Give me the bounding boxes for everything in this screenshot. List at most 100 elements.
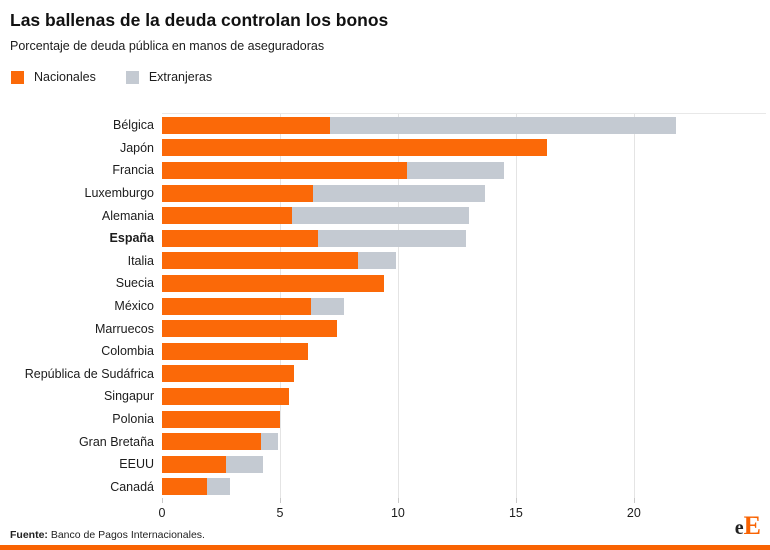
bar-segment-nacionales	[162, 410, 280, 428]
logo-letter-e: e	[734, 517, 744, 539]
bar-track	[162, 387, 766, 405]
bar-row: Francia	[0, 159, 770, 182]
bar-track	[162, 274, 766, 292]
category-label: Singapur	[103, 389, 154, 404]
bar-segment-nacionales	[162, 252, 358, 270]
bar-segment-nacionales	[162, 116, 330, 134]
bar-segment-nacionales	[162, 297, 311, 315]
legend-label-extranjeras: Extranjeras	[148, 70, 213, 84]
source-text: Banco de Pagos Internacionales.	[47, 529, 205, 541]
category-label: Marruecos	[94, 321, 154, 336]
bar-segment-extranjeras	[329, 116, 677, 134]
bar-row: Gran Bretaña	[0, 430, 770, 453]
bar-row: Canadá	[0, 476, 770, 499]
bar-row: Alemania	[0, 204, 770, 227]
bar-track	[162, 410, 766, 428]
bar-track	[162, 433, 766, 451]
bar-segment-extranjeras	[291, 207, 469, 225]
bar-track	[162, 161, 766, 179]
bar-segment-nacionales	[162, 320, 337, 338]
bar-row: España	[0, 227, 770, 250]
bar-row: Suecia	[0, 272, 770, 295]
bar-segment-extranjeras	[317, 229, 467, 247]
source-label: Fuente:	[10, 529, 48, 541]
bar-row: Bélgica	[0, 114, 770, 137]
bar-segment-nacionales	[162, 139, 547, 157]
category-label: EEUU	[119, 457, 154, 472]
bar-segment-extranjeras	[313, 184, 486, 202]
eleconomista-logo: eE	[735, 513, 761, 539]
bar-segment-extranjeras	[261, 433, 278, 451]
bar-row: República de Sudáfrica	[0, 363, 770, 386]
x-tick-label-15: 15	[508, 506, 523, 520]
bar-rows: Bélgica Japón Francia Luxemburgo Alemania Esp…	[0, 114, 770, 498]
category-label: República de Sudáfrica	[24, 366, 154, 381]
bar-track	[162, 297, 766, 315]
bar-row: Polonia	[0, 408, 770, 431]
bar-segment-nacionales	[162, 342, 309, 360]
x-tick-0	[162, 498, 163, 503]
bar-row: Japón	[0, 137, 770, 160]
bar-segment-nacionales	[162, 229, 318, 247]
logo-letter-E: E	[743, 511, 761, 540]
category-label: Suecia	[115, 276, 154, 291]
x-tick-label-20: 20	[626, 506, 641, 520]
bar-segment-extranjeras	[357, 252, 396, 270]
bar-track	[162, 207, 766, 225]
bar-track	[162, 320, 766, 338]
legend-item-nacionales: Nacionales	[11, 70, 96, 84]
x-tick-20	[633, 498, 635, 503]
x-tick-label-10: 10	[390, 506, 405, 520]
bar-row: Luxemburgo	[0, 182, 770, 205]
bar-segment-extranjeras	[206, 478, 231, 496]
category-label: Canadá	[110, 479, 154, 494]
x-tick-label-0: 0	[158, 506, 166, 520]
gridline-20	[633, 114, 635, 498]
bottom-accent-bar	[0, 545, 770, 550]
bar-row: EEUU	[0, 453, 770, 476]
category-label: Colombia	[101, 344, 154, 359]
bar-track	[162, 342, 766, 360]
bar-track	[162, 139, 766, 157]
bar-row: Colombia	[0, 340, 770, 363]
category-label: Bélgica	[113, 118, 154, 133]
bar-segment-nacionales	[162, 478, 207, 496]
bar-track	[162, 184, 766, 202]
legend: Nacionales Extranjeras	[11, 70, 212, 84]
category-label: Luxemburgo	[84, 186, 155, 201]
legend-item-extranjeras: Extranjeras	[125, 70, 213, 84]
bar-segment-extranjeras	[310, 297, 344, 315]
stacked-bar-chart: 0 5 10 15 20 Bélgica Japón Francia Luxemburgo Al…	[0, 113, 770, 523]
gridline-15	[515, 114, 517, 498]
category-label: Francia	[112, 163, 154, 178]
page-title: Las ballenas de la deuda controlan los b…	[10, 10, 389, 30]
bar-segment-nacionales	[162, 161, 408, 179]
bar-row: Singapur	[0, 385, 770, 408]
bar-track	[162, 252, 766, 270]
legend-swatch-nacionales	[11, 70, 24, 84]
category-label: Gran Bretaña	[78, 434, 154, 449]
category-label: Alemania	[101, 208, 154, 223]
category-label: Italia	[127, 253, 154, 268]
x-tick-10	[397, 498, 399, 503]
bar-track	[162, 365, 766, 383]
bar-segment-nacionales	[162, 274, 384, 292]
bar-row: México	[0, 295, 770, 318]
bar-track	[162, 455, 766, 473]
bar-track	[162, 478, 766, 496]
legend-swatch-extranjeras	[125, 70, 139, 84]
x-tick-label-5: 5	[276, 506, 284, 520]
x-tick-5	[279, 498, 281, 503]
bar-track	[162, 229, 766, 247]
gridline-10	[397, 114, 399, 498]
legend-label-nacionales: Nacionales	[34, 70, 96, 84]
category-label: España	[109, 231, 154, 246]
bar-segment-extranjeras	[407, 161, 505, 179]
bar-segment-extranjeras	[225, 455, 264, 473]
category-label: México	[114, 299, 154, 314]
bar-track	[162, 116, 766, 134]
bar-row: Marruecos	[0, 317, 770, 340]
x-tick-15	[515, 498, 517, 503]
bar-segment-nacionales	[162, 365, 295, 383]
bar-segment-nacionales	[162, 433, 262, 451]
